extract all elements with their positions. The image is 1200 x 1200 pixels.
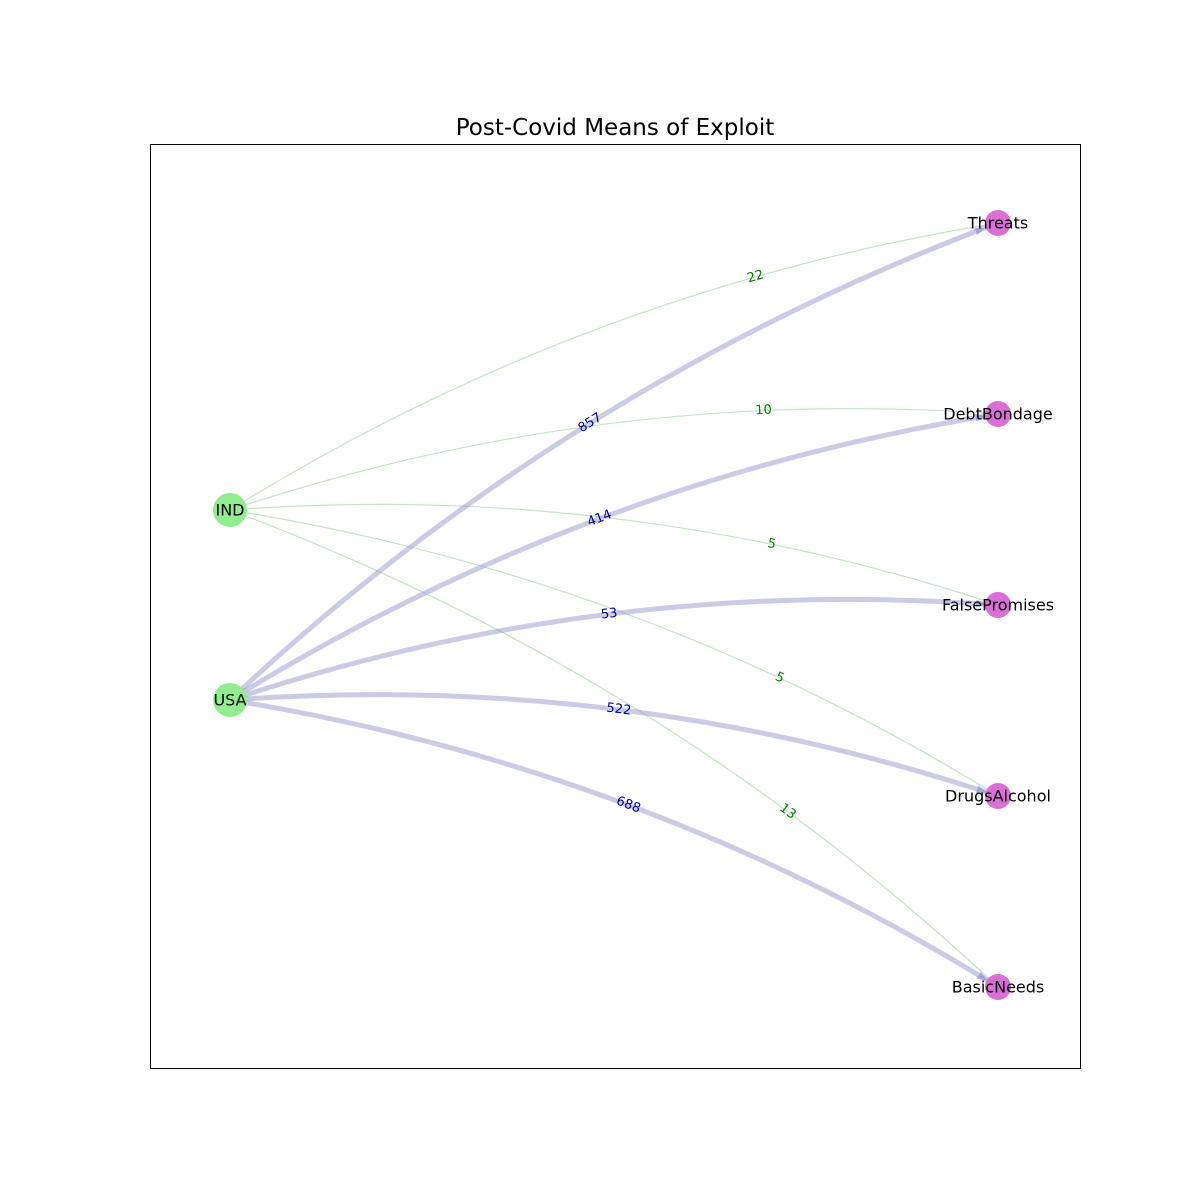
edge-ind-basicneeds <box>229 509 999 988</box>
arrowhead-basicneeds <box>976 971 988 981</box>
diagram-title: Post-Covid Means of Exploit <box>456 115 775 141</box>
edge-label-ind-basicneeds: 13 <box>777 801 799 823</box>
node-threats <box>985 210 1011 236</box>
edge-usa-basicneeds <box>227 697 1001 990</box>
arrowhead-threats <box>974 227 986 236</box>
edge-label-ind-falsepromises: 5 <box>766 536 777 552</box>
ind-edges <box>229 222 999 988</box>
edge-usa-falsepromises <box>227 596 1001 703</box>
edge-label-usa-basicneeds: 688 <box>614 794 643 817</box>
plot-frame <box>150 144 1081 1069</box>
node-label-usa: USA <box>213 691 246 710</box>
arrowhead-drugsalcohol <box>976 785 987 793</box>
edge-usa-drugsalcohol <box>227 692 1001 799</box>
node-drugsalcohol <box>985 783 1011 809</box>
node-ind <box>213 493 247 527</box>
usa-edges <box>227 220 1001 990</box>
edge-label-ind-debtbondage: 10 <box>755 403 772 419</box>
arrowhead-falsepromises <box>975 599 987 608</box>
edge-label-ind-threats: 22 <box>746 267 766 286</box>
edge-usa-debtbondage <box>227 411 1001 703</box>
node-usa <box>213 683 247 717</box>
node-label-basicneeds: BasicNeeds <box>952 978 1045 997</box>
edge-ind-threats <box>229 222 999 511</box>
edge-ind-debtbondage <box>229 408 999 511</box>
node-label-debtbondage: DebtBondage <box>943 405 1052 424</box>
node-basicneeds <box>985 974 1011 1000</box>
node-label-threats: Threats <box>967 214 1028 233</box>
node-label-drugsalcohol: DrugsAlcohol <box>945 787 1051 806</box>
node-debtbondage <box>985 401 1011 427</box>
edge-label-usa-falsepromises: 53 <box>600 606 618 623</box>
nodes: IND USA Threats DebtBondage FalsePromises Dru… <box>213 210 1054 1000</box>
arrowhead-debtbondage <box>975 413 986 422</box>
edge-label-ind-drugsalcohol: 5 <box>773 669 787 686</box>
edge-label-usa-debtbondage: 414 <box>585 507 614 530</box>
node-label-ind: IND <box>215 501 244 520</box>
edge-ind-falsepromises <box>229 503 999 606</box>
edge-label-usa-drugsalcohol: 522 <box>606 701 632 719</box>
edge-ind-drugsalcohol <box>229 509 999 797</box>
node-label-falsepromises: FalsePromises <box>942 596 1054 615</box>
node-falsepromises <box>985 592 1011 618</box>
edge-usa-threats <box>227 220 1001 703</box>
